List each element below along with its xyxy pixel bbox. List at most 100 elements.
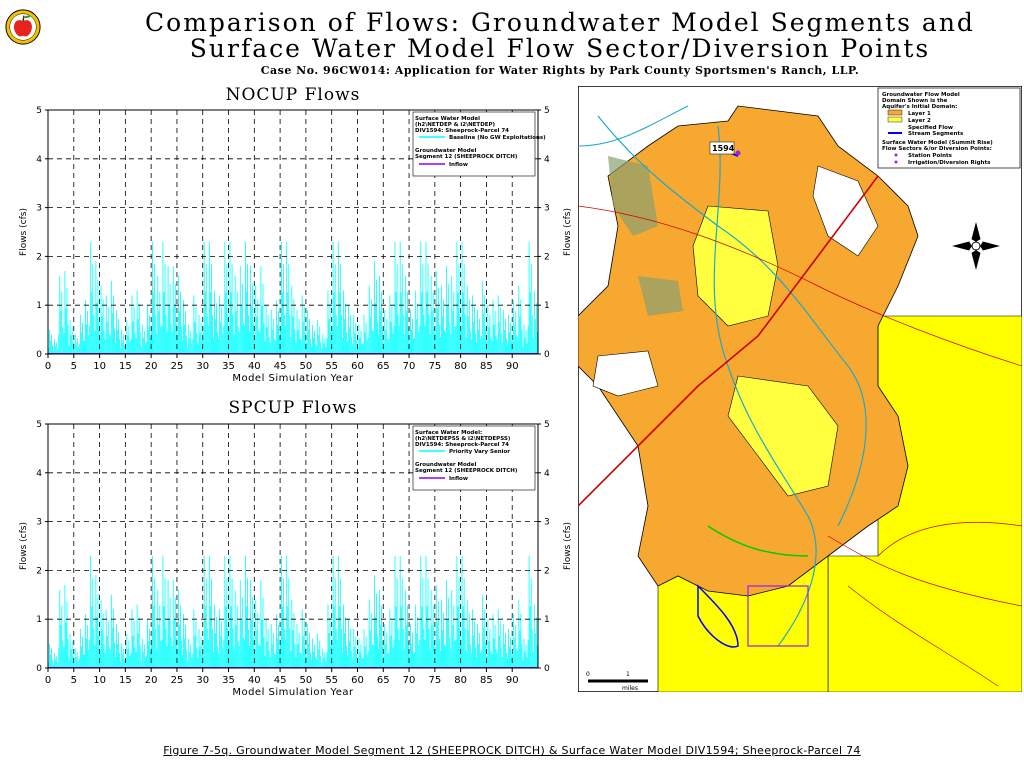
flow-bar xyxy=(471,295,473,354)
flow-bar xyxy=(357,660,359,668)
flow-bar xyxy=(116,624,117,668)
flow-bar xyxy=(247,264,248,354)
flow-bar xyxy=(61,605,63,668)
flow-bar xyxy=(494,625,496,668)
flow-bar xyxy=(57,348,59,354)
flow-bar xyxy=(492,614,494,668)
flow-bar xyxy=(503,643,505,668)
flow-bar xyxy=(307,329,309,354)
flow-bar xyxy=(171,332,173,354)
flow-bar xyxy=(432,605,434,668)
flow-bar xyxy=(76,338,78,354)
map-highway xyxy=(578,175,879,507)
flow-bar xyxy=(201,340,203,354)
flow-bar xyxy=(221,307,223,354)
flow-bar xyxy=(177,275,179,354)
flow-bar xyxy=(406,605,408,668)
flow-bar xyxy=(423,314,425,354)
flow-bar xyxy=(199,332,201,354)
flow-bar xyxy=(249,646,250,668)
flow-bar xyxy=(122,654,124,668)
flow-bar xyxy=(229,555,231,668)
flow-bar xyxy=(422,578,424,668)
flow-bar xyxy=(59,275,61,354)
flow-bar xyxy=(494,311,496,354)
flow-bar xyxy=(338,606,340,668)
map-white-gap xyxy=(592,350,659,397)
flow-bar xyxy=(207,639,209,668)
flow-bar xyxy=(479,632,481,668)
flow-bar xyxy=(380,625,381,668)
flow-bar xyxy=(487,619,489,668)
flow-bar xyxy=(83,654,84,668)
flow-bar xyxy=(263,637,265,668)
y-tick-label-right: 1 xyxy=(544,301,550,311)
flow-bar xyxy=(67,638,69,668)
flow-bar xyxy=(527,639,529,668)
flow-bar xyxy=(135,652,137,668)
flow-bar xyxy=(275,614,277,668)
flow-bar xyxy=(425,241,427,354)
flow-bar xyxy=(209,292,211,354)
flow-bar xyxy=(58,334,60,354)
flow-bar xyxy=(88,335,90,354)
flow-bar xyxy=(402,314,404,354)
flow-bar xyxy=(434,647,436,668)
flow-bar xyxy=(493,638,495,668)
flow-bar xyxy=(157,275,159,354)
flow-bar xyxy=(291,599,293,668)
flow-bar xyxy=(376,593,377,668)
flow-bar xyxy=(129,342,131,354)
flow-bar xyxy=(150,336,151,354)
flow-bar xyxy=(116,310,117,354)
flow-bar xyxy=(203,241,205,354)
flow-bar xyxy=(301,295,303,354)
flow-bar xyxy=(504,632,506,668)
flow-bar xyxy=(522,346,524,354)
plot-frame xyxy=(47,109,539,355)
flow-bar xyxy=(305,657,307,668)
flow-bar xyxy=(335,314,337,354)
flow-bar xyxy=(256,316,258,354)
flow-bar xyxy=(111,313,113,354)
flow-bar xyxy=(373,575,375,668)
flow-bar xyxy=(200,322,202,354)
flow-bar xyxy=(213,652,214,668)
flow-bar xyxy=(316,659,318,668)
flow-bar xyxy=(422,264,424,354)
flow-bar xyxy=(365,322,367,354)
flow-bar xyxy=(417,617,419,668)
flow-bar xyxy=(393,639,395,668)
flow-bar xyxy=(525,644,527,668)
flow-bar xyxy=(421,292,423,354)
flow-bar xyxy=(179,625,180,668)
flow-bar xyxy=(473,321,474,354)
flow-bar xyxy=(77,661,79,668)
flow-bar xyxy=(496,339,498,354)
flow-bar xyxy=(384,624,386,668)
flow-bar xyxy=(448,597,450,668)
flow-bar xyxy=(458,264,460,354)
flow-bar xyxy=(210,578,212,668)
flow-bar xyxy=(528,555,530,668)
flow-bar xyxy=(97,279,99,354)
flow-bar xyxy=(477,624,478,668)
flow-bar xyxy=(434,333,436,354)
svg-text:Aquifer's Initial Domain:: Aquifer's Initial Domain: xyxy=(882,104,957,110)
flow-bar xyxy=(160,326,162,354)
flow-bar xyxy=(447,305,449,354)
flow-bar xyxy=(353,314,355,354)
flow-bar xyxy=(132,635,134,668)
flow-bar xyxy=(417,303,419,354)
flow-bar xyxy=(117,329,118,354)
flow-bar xyxy=(117,643,118,668)
flow-bar xyxy=(440,336,441,354)
flow-bar xyxy=(331,325,333,354)
flow-bar xyxy=(457,606,459,668)
flow-bar xyxy=(510,322,511,354)
flow-bar xyxy=(149,314,150,354)
flow-bar xyxy=(312,638,313,668)
flow-bar xyxy=(333,606,335,668)
flow-bar xyxy=(386,632,388,668)
legend-series-inflow: Inflow xyxy=(449,476,468,482)
